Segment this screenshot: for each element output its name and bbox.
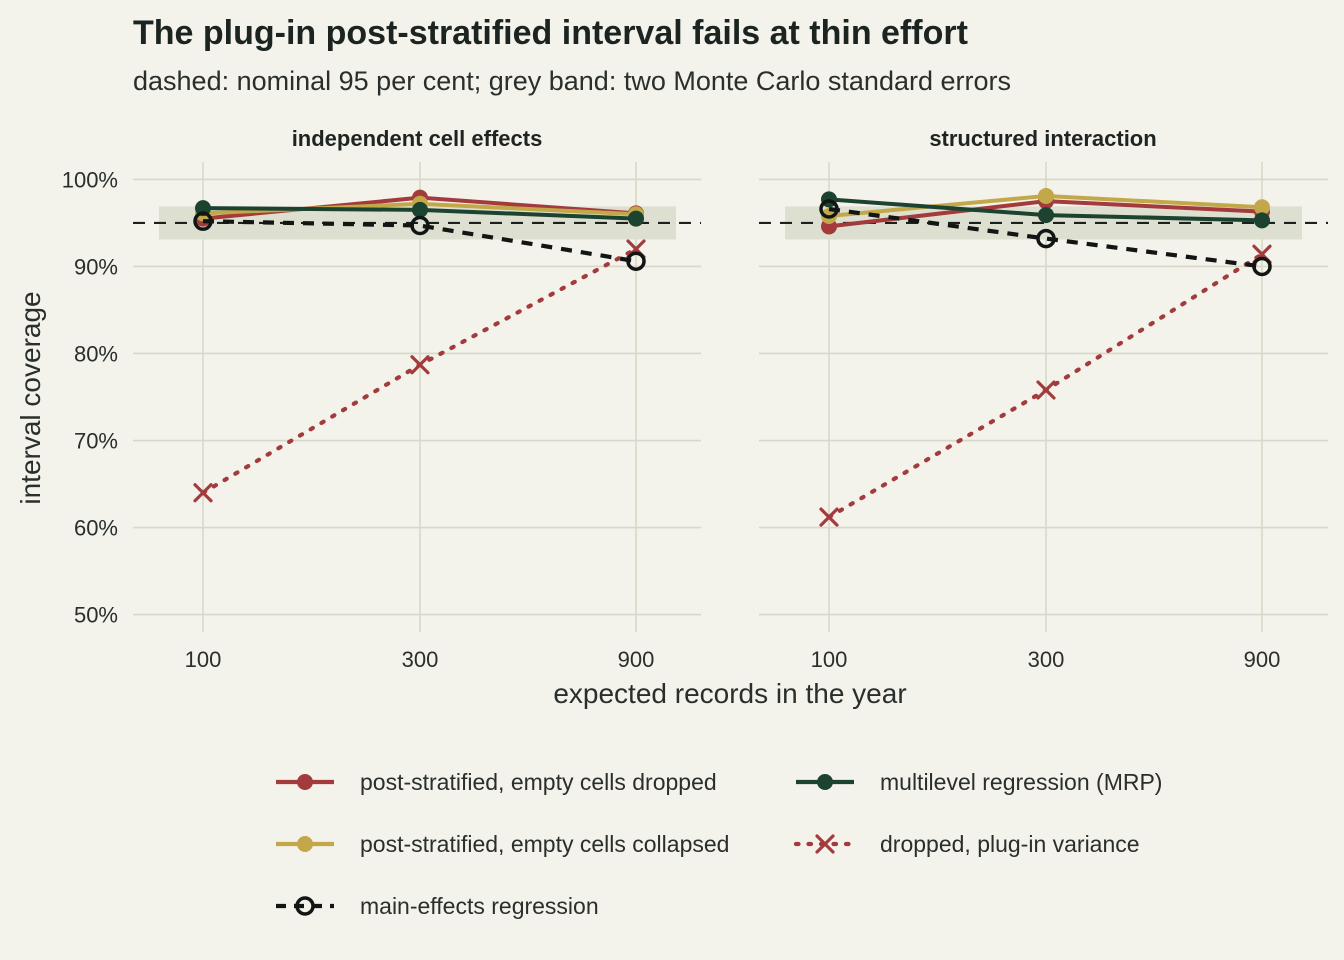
legend-item-main-effects-regression: main-effects regression xyxy=(276,893,599,919)
y-tick-label: 90% xyxy=(74,254,118,279)
data-point xyxy=(193,211,213,231)
legend: post-stratified, empty cells dropped mult… xyxy=(276,769,1162,919)
data-point xyxy=(819,507,839,527)
x-tick-label: 100 xyxy=(185,647,222,672)
chart-subtitle: dashed: nominal 95 per cent; grey band: … xyxy=(133,66,1011,96)
x-tick-label: 900 xyxy=(1244,647,1281,672)
legend-key-marker xyxy=(297,774,313,790)
y-axis-tick-labels: 50% 60% 70% 80% 90% 100% xyxy=(62,167,118,627)
legend-key-marker xyxy=(817,774,833,790)
gridlines xyxy=(759,162,1328,632)
x-tick-label: 900 xyxy=(618,647,655,672)
legend-label: dropped, plug-in variance xyxy=(880,831,1140,857)
legend-label: main-effects regression xyxy=(360,893,599,919)
legend-item-dropped-plug-in-variance: dropped, plug-in variance xyxy=(793,831,1140,857)
chart-title: The plug-in post-stratified interval fai… xyxy=(133,14,968,52)
panel-structured-interaction: structured interaction xyxy=(759,126,1328,632)
y-tick-label: 70% xyxy=(74,429,118,454)
y-tick-label: 80% xyxy=(74,341,118,366)
x-tick-label: 100 xyxy=(811,647,848,672)
legend-label: post-stratified, empty cells collapsed xyxy=(360,831,729,857)
data-point xyxy=(1036,380,1056,400)
data-point xyxy=(1038,187,1054,204)
legend-item-multilevel-regression-mrp: multilevel regression (MRP) xyxy=(796,769,1162,795)
data-marks xyxy=(819,187,1272,527)
data-point xyxy=(410,215,430,236)
legend-key-marker xyxy=(295,896,315,916)
gridlines xyxy=(133,162,701,632)
data-point xyxy=(193,483,213,503)
y-tick-label: 60% xyxy=(74,516,118,541)
data-point xyxy=(1036,228,1056,249)
series-dropped-plug-in-variance xyxy=(193,239,646,503)
data-point xyxy=(1254,212,1270,229)
data-point xyxy=(410,355,430,375)
data-point xyxy=(1038,207,1054,224)
series-multilevel-regression-mrp xyxy=(195,200,644,227)
panel-independent-cell-effects: independent cell effects xyxy=(133,126,701,632)
legend-label: multilevel regression (MRP) xyxy=(880,769,1162,795)
series-main-effects-regression xyxy=(193,211,646,271)
y-axis-title: interval coverage xyxy=(15,291,46,504)
x-axis-title: expected records in the year xyxy=(553,678,906,709)
data-point xyxy=(1252,256,1272,277)
y-tick-label: 50% xyxy=(74,603,118,628)
y-tick-label: 100% xyxy=(62,167,118,192)
panel-title: structured interaction xyxy=(929,126,1156,151)
data-point xyxy=(819,199,839,219)
series-line xyxy=(828,206,1263,269)
x-axis-tick-labels: 100 300 900 100 300 900 xyxy=(185,647,1281,672)
legend-label: post-stratified, empty cells dropped xyxy=(360,769,717,795)
data-point xyxy=(412,201,428,218)
panel-title: independent cell effects xyxy=(292,126,543,151)
series-line xyxy=(202,219,637,264)
legend-item-post-stratified-empty-cells-collapsed: post-stratified, empty cells collapsed xyxy=(276,831,729,857)
data-point xyxy=(1254,199,1270,216)
data-point xyxy=(195,200,211,217)
legend-item-post-stratified-empty-cells-dropped: post-stratified, empty cells dropped xyxy=(276,769,717,795)
data-point xyxy=(628,210,644,227)
legend-key-marker xyxy=(815,834,835,854)
series-multilevel-regression-mrp xyxy=(821,191,1270,229)
series-main-effects-regression xyxy=(819,199,1272,277)
legend-key-marker xyxy=(297,836,313,852)
data-marks xyxy=(193,189,646,503)
data-point xyxy=(626,251,646,271)
x-tick-label: 300 xyxy=(1028,647,1065,672)
x-tick-label: 300 xyxy=(402,647,439,672)
